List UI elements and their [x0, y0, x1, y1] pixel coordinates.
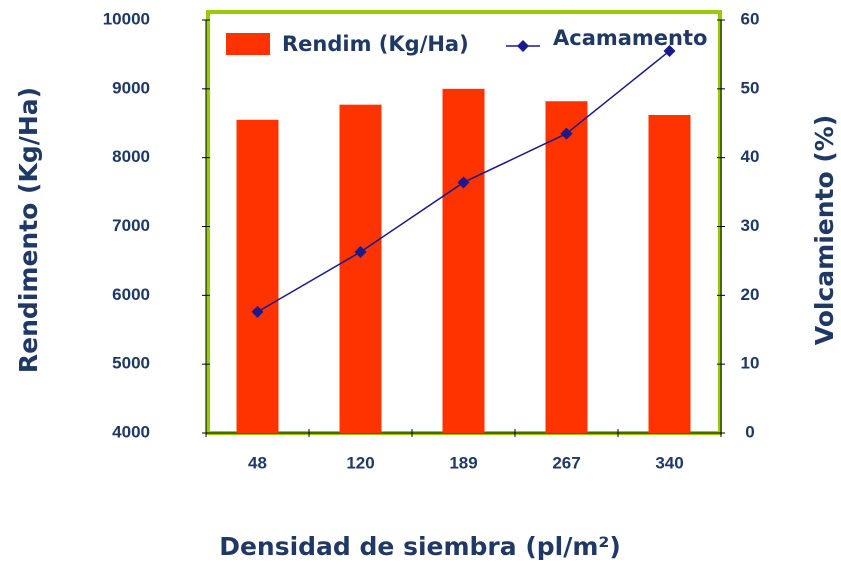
y-tick-label: 4000 — [112, 422, 150, 441]
y2-tick-label: 10 — [741, 354, 760, 373]
y-tick-label: 8000 — [112, 147, 150, 166]
y2-tick-label: 30 — [741, 216, 760, 235]
legend-marker — [517, 40, 529, 52]
x-tick-label: 189 — [449, 453, 477, 472]
legend-label: Acamamento — [553, 26, 707, 50]
marker — [251, 305, 264, 318]
bar — [648, 114, 691, 434]
y2-tick-label: 0 — [745, 422, 754, 441]
y-axis-title: Rendimento (Kg/Ha) — [14, 87, 43, 373]
x-tick-label: 340 — [655, 453, 683, 472]
x-tick-label: 120 — [346, 453, 374, 472]
marker — [663, 44, 676, 57]
y-tick-label: 6000 — [112, 285, 150, 304]
y2-tick-label: 40 — [741, 147, 760, 166]
marker — [560, 127, 573, 140]
legend-swatch — [226, 33, 270, 55]
bar — [545, 101, 588, 434]
x-axis-title: Densidad de siembra (pl/m²) — [219, 532, 621, 561]
marker — [457, 176, 470, 189]
x-tick-label: 48 — [248, 453, 267, 472]
y2-tick-label: 60 — [741, 9, 760, 28]
legend-label: Rendim (Kg/Ha) — [282, 32, 469, 56]
y-tick-label: 5000 — [112, 354, 150, 373]
bar — [442, 88, 485, 433]
y2-tick-label: 20 — [741, 285, 760, 304]
y2-axis-title: Volcamiento (%) — [810, 115, 839, 346]
y-tick-label: 10000 — [103, 9, 150, 28]
y-tick-label: 9000 — [112, 78, 150, 97]
bar — [339, 104, 382, 433]
marker — [354, 245, 367, 258]
bar — [236, 119, 279, 433]
x-tick-label: 267 — [552, 453, 580, 472]
y-tick-label: 7000 — [112, 216, 150, 235]
y2-tick-label: 50 — [741, 78, 760, 97]
